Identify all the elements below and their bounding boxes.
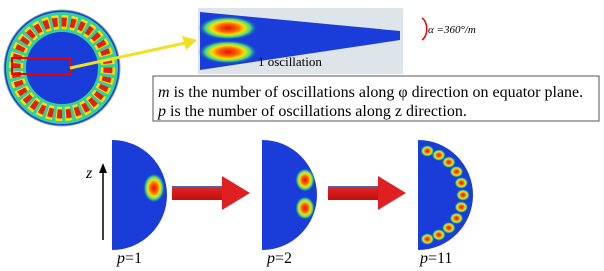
wedge-caption: 1 oscillation xyxy=(258,54,322,69)
mode-value: =1 xyxy=(125,250,142,267)
mode-blob xyxy=(449,166,463,178)
mode-blob xyxy=(454,177,468,189)
mode-blob xyxy=(454,201,468,213)
variable: m xyxy=(158,84,170,101)
mode-blob xyxy=(420,233,434,245)
axis-label: z xyxy=(85,165,93,182)
definition-text: is the number of oscillations along φ di… xyxy=(170,84,584,101)
disc xyxy=(4,10,120,126)
definition-text: is the number of oscillations along z di… xyxy=(166,103,467,120)
mode-value: =2 xyxy=(275,250,292,267)
mode-11 xyxy=(418,140,473,250)
z-axis xyxy=(99,163,107,240)
mode-2 xyxy=(262,140,317,250)
figure: α =360°/m 1 oscillation m is the number … xyxy=(0,0,604,271)
mode-1 xyxy=(112,140,167,250)
variable: p xyxy=(266,250,275,267)
definition: p is the number of oscillations along z … xyxy=(157,103,467,120)
transition-arrow xyxy=(328,176,406,210)
variable: p xyxy=(419,250,428,267)
variable: p xyxy=(116,250,125,267)
definition: m is the number of oscillations along φ … xyxy=(158,84,583,101)
angle-label: α =360°/m xyxy=(428,24,476,36)
mode-label: p=2 xyxy=(266,250,292,267)
mode-label: p=11 xyxy=(419,250,452,267)
mode-blob xyxy=(456,189,470,201)
transition-arrow xyxy=(172,176,250,210)
mode-value: =11 xyxy=(428,250,452,267)
variable: p xyxy=(157,103,166,120)
mode-label: p=1 xyxy=(116,250,142,267)
